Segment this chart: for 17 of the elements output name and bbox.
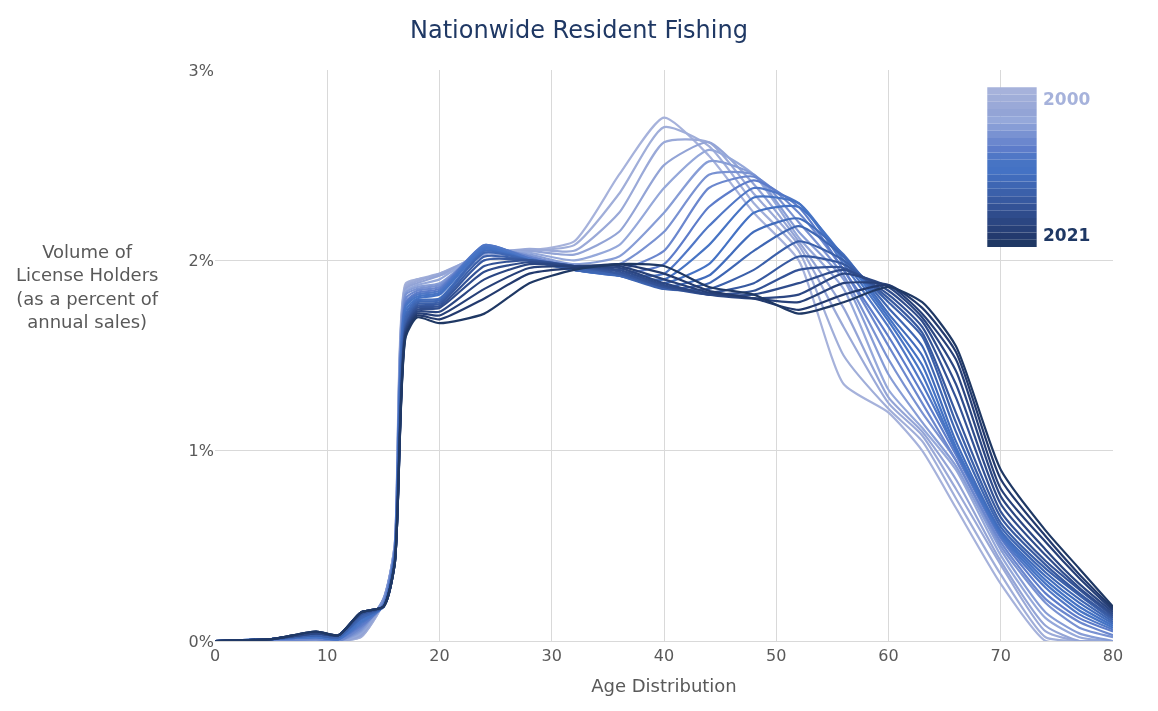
y-tick-label: 1%	[188, 441, 214, 461]
x-tick-label: 40	[653, 646, 675, 666]
y-tick-label: 3%	[188, 60, 214, 80]
x-tick-label: 30	[541, 646, 562, 666]
x-tick-label: 80	[1102, 646, 1124, 666]
x-tick-label: 50	[766, 646, 787, 666]
x-tick-label: 20	[429, 646, 450, 666]
y-tick-label: 2%	[188, 250, 214, 270]
legend-label: 2021	[1043, 225, 1091, 245]
chart-title: Nationwide Resident Fishing	[410, 16, 748, 45]
x-tick-label: 60	[878, 646, 899, 666]
y-axis-title: Volume of License Holders (as a percent of annual sales)	[16, 241, 159, 333]
legend-label: 2000	[1043, 89, 1091, 109]
x-axis-title: Age Distribution	[591, 675, 737, 697]
x-tick-label: 70	[990, 646, 1011, 666]
x-tick-label: 0	[209, 646, 221, 666]
x-tick-label: 10	[317, 646, 338, 666]
